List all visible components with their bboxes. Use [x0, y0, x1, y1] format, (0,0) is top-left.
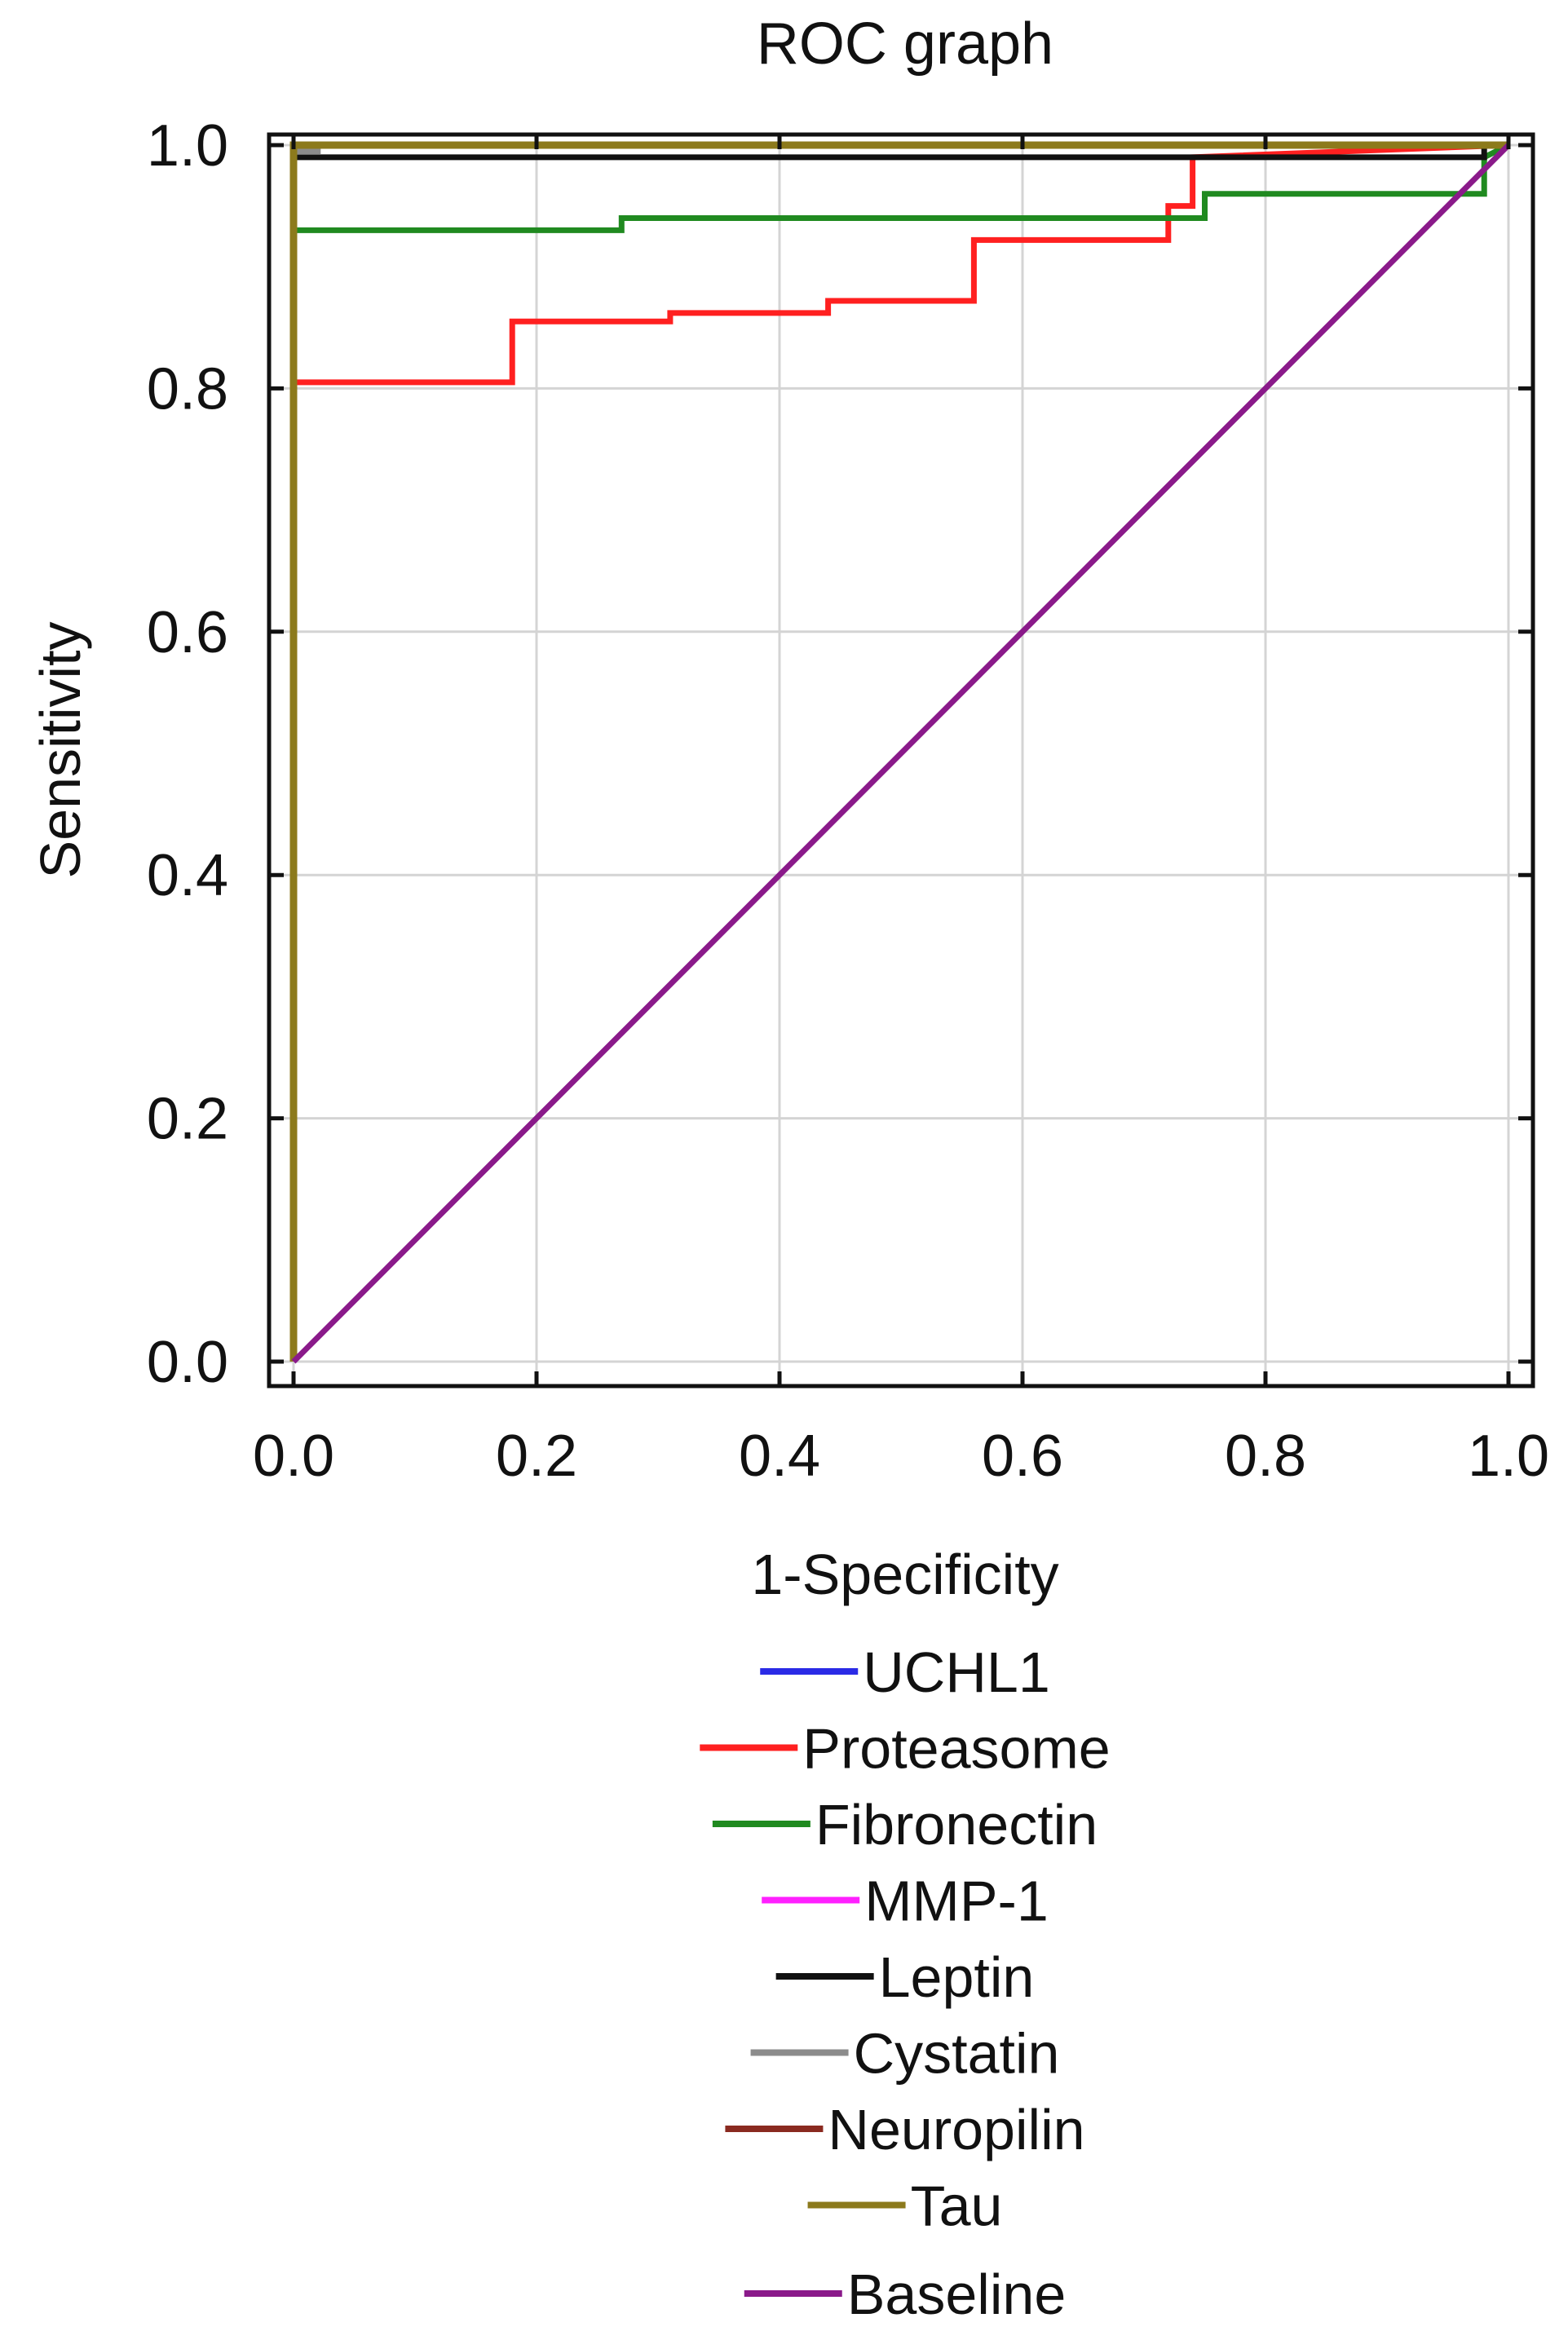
legend-label-neuropilin: Neuropilin: [828, 2098, 1084, 2161]
y-tick-label: 0.4: [147, 843, 228, 908]
x-axis-title: 1-Specificity: [751, 1543, 1058, 1606]
y-tick-label: 0.0: [147, 1330, 228, 1395]
legend-label-cystatin: Cystatin: [854, 2022, 1060, 2086]
axis-ticks: 0.0 0.0 0.2 0.2 0.4 0.4 0.6 0.6 0.8 0.8 1.0 1.0: [147, 113, 1549, 1489]
y-tick-label: 0.8: [147, 356, 228, 422]
x-tick-label: 0.4: [739, 1424, 820, 1489]
legend-label-tau: Tau: [911, 2174, 1003, 2238]
legend: UCHL1 Proteasome Fibronectin MMP-1 Leptin Cys…: [700, 1640, 1111, 2326]
y-tick-label: 0.2: [147, 1087, 228, 1152]
legend-label-fibronectin: Fibronectin: [815, 1793, 1098, 1857]
x-tick-label: 0.8: [1225, 1424, 1306, 1489]
plot-frame: [267, 132, 1535, 1389]
series-line-proteasome: [290, 142, 1509, 1362]
series-line-baseline: [291, 143, 1511, 1364]
x-tick-label: 0.6: [982, 1424, 1063, 1489]
legend-label-mmp-1: MMP-1: [864, 1870, 1049, 1933]
legend-label-baseline: Baseline: [847, 2263, 1067, 2326]
legend-label-uchl1: UCHL1: [863, 1640, 1050, 1704]
legend-label-leptin: Leptin: [879, 1945, 1035, 2009]
legend-label-proteasome: Proteasome: [802, 1717, 1110, 1781]
chart-title: ROC graph: [757, 11, 1053, 77]
y-tick-label: 1.0: [147, 113, 228, 179]
series-lines: [289, 141, 1511, 1364]
x-tick-label: 0.0: [253, 1424, 334, 1489]
x-tick-label: 0.2: [496, 1424, 577, 1489]
y-axis-title: Sensitivity: [29, 621, 92, 878]
y-tick-label: 0.6: [147, 600, 228, 665]
x-tick-label: 1.0: [1468, 1424, 1549, 1489]
